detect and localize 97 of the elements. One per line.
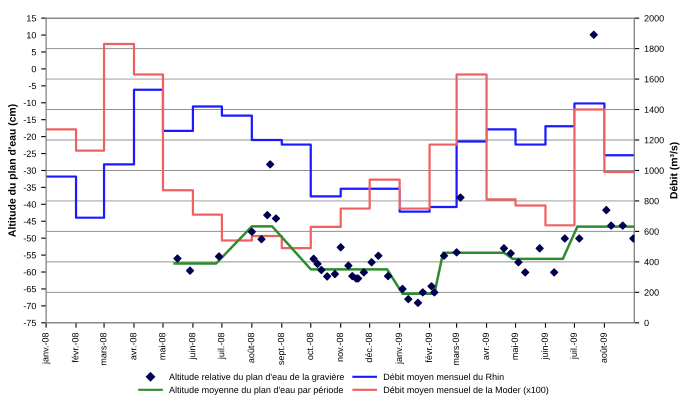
x-tick-label: août-09 xyxy=(600,332,607,363)
x-tick-label: mai-09 xyxy=(511,332,518,360)
point xyxy=(506,249,515,258)
x-tick-label: juin-08 xyxy=(188,332,198,360)
y-tick-label: -20 xyxy=(24,134,36,140)
x-tick-label: nov.-08 xyxy=(336,332,344,362)
point xyxy=(414,298,422,307)
y2-tick-label: 2000 xyxy=(644,15,664,22)
y2-tick-label: 0 xyxy=(644,320,649,326)
y-tick-label: -10 xyxy=(24,100,36,106)
point xyxy=(430,288,438,296)
point xyxy=(500,244,508,252)
point xyxy=(404,295,412,304)
point xyxy=(514,258,523,266)
point xyxy=(398,284,407,294)
point xyxy=(427,282,436,290)
y-tick-label: -50 xyxy=(24,235,36,242)
y-tick-label: -70 xyxy=(24,302,36,310)
y-tick-label: -25 xyxy=(24,150,36,157)
y2-tick-label: 200 xyxy=(644,289,659,296)
x-tick-label: juin-09 xyxy=(541,332,550,360)
point xyxy=(590,30,598,39)
point xyxy=(536,244,544,252)
x-tick-label: mai-08 xyxy=(158,332,166,360)
y-tick-label: -15 xyxy=(24,116,36,124)
point xyxy=(374,252,382,260)
x-tick-label: févr.-08 xyxy=(72,332,78,363)
x-tick-label: mars-09 xyxy=(452,332,460,366)
point xyxy=(323,272,332,281)
y-tick-label: -45 xyxy=(24,218,36,225)
point xyxy=(607,222,616,230)
x-tick-label: sept.-08 xyxy=(278,332,286,365)
y2-tick-label: 1000 xyxy=(644,167,664,174)
y-tick-label: -75 xyxy=(24,320,36,326)
y2-tick-label: 600 xyxy=(644,228,659,235)
y2-tick-label: 1400 xyxy=(644,106,664,113)
y2-tick-label: 1600 xyxy=(644,76,664,82)
x-tick-label: janv.-09 xyxy=(395,332,404,364)
y-tick-label: -35 xyxy=(24,184,36,191)
y-tick-label: -30 xyxy=(24,167,36,174)
point xyxy=(384,272,392,280)
point xyxy=(310,254,318,263)
y2-tick-label: 1800 xyxy=(644,46,664,52)
y-tick-label: -5 xyxy=(28,82,36,90)
line-series xyxy=(173,225,634,295)
point xyxy=(575,234,584,243)
point xyxy=(330,270,339,278)
point xyxy=(263,211,272,220)
legend-label: Débit moyen mensuel de la Moder (x100) xyxy=(384,386,548,395)
point xyxy=(418,288,427,296)
y-tick-label: 15 xyxy=(27,15,36,22)
point xyxy=(313,260,322,268)
x-tick-label: juil.-08 xyxy=(218,332,226,360)
point xyxy=(602,206,610,214)
point xyxy=(360,268,368,276)
x-tick-label: févr.-09 xyxy=(425,332,432,363)
point xyxy=(368,258,376,266)
x-tick-label: avr.-08 xyxy=(130,332,136,360)
point xyxy=(440,252,448,260)
legend-label: Altitude relative du plan d'eau de la gravière xyxy=(169,373,344,382)
legend-label: Altitude moyenne du plan d'eau par période xyxy=(169,386,343,395)
y2-tick-label: 400 xyxy=(644,258,659,266)
point xyxy=(521,268,530,276)
x-tick-label: oct.-08 xyxy=(306,332,314,360)
legend-label: Débit moyen mensuel du Rhin xyxy=(384,373,504,382)
y-tick-label: -40 xyxy=(24,201,36,208)
point xyxy=(214,252,224,261)
point xyxy=(257,235,266,244)
point xyxy=(272,214,280,223)
x-tick-label: août-08 xyxy=(248,332,254,363)
x-tick-label: juil.-09 xyxy=(570,332,579,360)
point xyxy=(618,222,627,230)
point xyxy=(173,254,182,263)
point xyxy=(560,234,569,243)
y-tick-label: -55 xyxy=(24,252,36,258)
y-tick-label: 0 xyxy=(32,66,36,72)
point xyxy=(344,261,353,270)
y-tick-label: 5 xyxy=(32,49,36,56)
y2-axis-title: Débit (m³/s) xyxy=(670,142,680,198)
point xyxy=(336,243,345,252)
x-tick-label: mars-08 xyxy=(100,332,106,366)
point xyxy=(452,248,461,256)
point xyxy=(550,268,558,276)
point xyxy=(317,266,326,274)
point xyxy=(186,266,194,275)
x-tick-label: avr.-09 xyxy=(482,332,489,360)
y-tick-label: -60 xyxy=(24,268,36,276)
y-tick-label: 10 xyxy=(27,32,36,38)
y-axis-title: Altitude du plan d'eau (cm) xyxy=(8,104,18,237)
x-tick-label: janv.-08 xyxy=(42,332,50,364)
point xyxy=(266,160,274,168)
x-tick-label: déc.-08 xyxy=(365,332,372,362)
y2-tick-label: 800 xyxy=(644,198,659,204)
y2-tick-label: 1200 xyxy=(644,136,664,144)
point xyxy=(456,193,465,202)
point xyxy=(248,228,256,236)
y-tick-label: -65 xyxy=(24,286,36,292)
